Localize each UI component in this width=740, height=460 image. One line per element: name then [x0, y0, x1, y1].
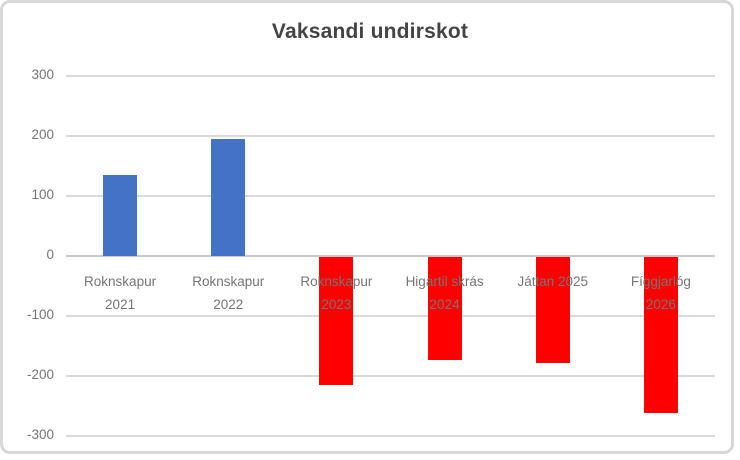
gridline	[66, 315, 715, 317]
category-label: Roknskapur 2022	[172, 270, 284, 316]
y-tick-label: 300	[31, 67, 54, 82]
x-axis-line	[66, 255, 715, 258]
y-tick-label: -300	[26, 427, 54, 442]
y-tick-label: -100	[26, 307, 54, 322]
bar-j-ttan-2025	[535, 257, 570, 363]
bar-roknskapur-2023	[319, 257, 354, 385]
category-label-line: Fíggjarlóg	[630, 274, 691, 289]
category-label-line: 2026	[645, 297, 676, 312]
y-tick-label: 0	[46, 247, 54, 262]
chart-title: Vaksandi undirskot	[271, 20, 469, 43]
y-tick-label: 200	[31, 127, 54, 142]
gridline	[66, 435, 715, 437]
y-tick-label: 100	[31, 187, 54, 202]
category-label-line: Higartil skrás	[405, 274, 484, 289]
gridline	[66, 135, 715, 137]
category-label-line: 2023	[321, 297, 352, 312]
category-label-line: Roknskapur	[84, 274, 157, 289]
category-label: Fíggjarlóg 2026	[605, 270, 717, 316]
bar-roknskapur-2022	[211, 139, 246, 256]
category-label-line: 2024	[429, 297, 460, 312]
category-label: Játtan 2025	[497, 270, 609, 293]
bar-f-ggjarl-g-2026	[643, 257, 678, 413]
plot-area: Roknskapur 2021 Roknskapur 2022 Roknskapur 20…	[64, 75, 717, 437]
category-label-line: 2021	[105, 297, 136, 312]
gridline	[66, 75, 715, 77]
category-label: Roknskapur 2023	[280, 270, 392, 316]
gridline	[66, 195, 715, 197]
bar-higartil-skr-s-2024	[427, 257, 462, 360]
category-label-line: Roknskapur	[300, 274, 373, 289]
category-label-line: Játtan 2025	[517, 274, 589, 289]
bar-roknskapur-2021	[103, 175, 138, 256]
gridline	[66, 375, 715, 377]
category-label: Higartil skrás 2024	[389, 270, 501, 316]
category-label-line: 2022	[213, 297, 244, 312]
y-tick-label: -200	[26, 367, 54, 382]
category-label: Roknskapur 2021	[64, 270, 176, 316]
category-label-line: Roknskapur	[192, 274, 265, 289]
